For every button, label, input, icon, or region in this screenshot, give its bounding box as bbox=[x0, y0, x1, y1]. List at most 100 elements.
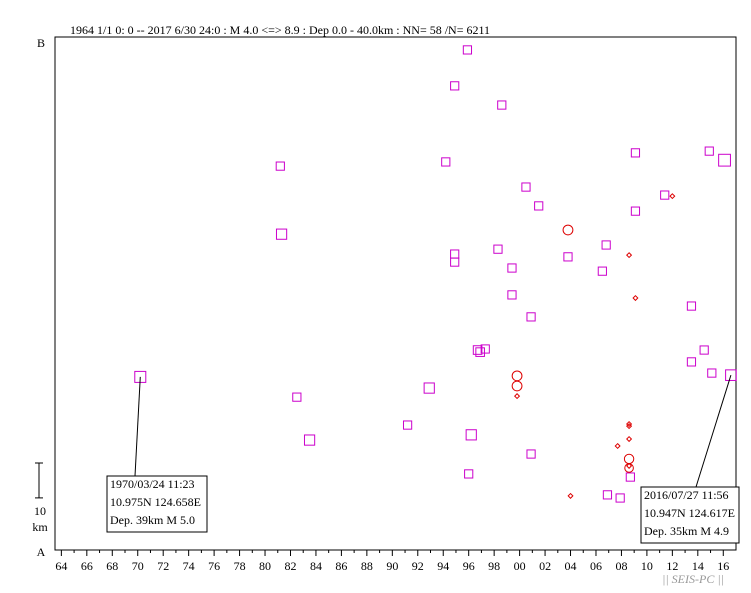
x-tick-label: 00 bbox=[514, 559, 526, 573]
x-tick-label: 90 bbox=[386, 559, 398, 573]
annotation-text: Dep. 39km M 5.0 bbox=[110, 513, 195, 527]
point bbox=[626, 420, 633, 428]
plot-frame bbox=[54, 36, 737, 551]
point bbox=[511, 370, 523, 382]
point bbox=[507, 290, 517, 300]
x-tick-label: 74 bbox=[183, 559, 195, 573]
point bbox=[526, 312, 536, 322]
x-tick-label: 80 bbox=[259, 559, 271, 573]
point bbox=[275, 228, 288, 240]
point bbox=[725, 369, 737, 381]
x-tick-label: 98 bbox=[488, 559, 500, 573]
x-tick-label: 78 bbox=[234, 559, 246, 573]
scale-bar-value: 10 bbox=[34, 504, 46, 518]
point bbox=[614, 442, 621, 450]
x-tick-label: 66 bbox=[81, 559, 93, 573]
point bbox=[630, 206, 641, 216]
x-tick-label: 64 bbox=[55, 559, 67, 573]
x-tick-label: 16 bbox=[717, 559, 729, 573]
point bbox=[707, 368, 717, 378]
annotation-text: Dep. 35km M 4.9 bbox=[644, 524, 729, 538]
point bbox=[521, 182, 531, 192]
point bbox=[450, 249, 460, 259]
point bbox=[626, 423, 633, 430]
point bbox=[563, 252, 573, 262]
point bbox=[480, 344, 490, 354]
chart-title: 1964 1/1 0: 0 -- 2017 6/30 24:0 : M 4.0 … bbox=[70, 23, 490, 37]
scale-bar-unit: km bbox=[32, 520, 48, 534]
point bbox=[615, 493, 625, 503]
point bbox=[562, 224, 574, 236]
point bbox=[441, 157, 451, 167]
x-tick-label: 92 bbox=[412, 559, 424, 573]
annotation-box bbox=[106, 475, 208, 533]
point bbox=[464, 469, 474, 479]
x-tick-label: 70 bbox=[132, 559, 144, 573]
point bbox=[718, 153, 731, 167]
x-tick-label: 08 bbox=[615, 559, 627, 573]
x-tick-label: 86 bbox=[335, 559, 347, 573]
point bbox=[626, 252, 633, 259]
annotation-text: 2016/07/27 11:56 bbox=[644, 488, 729, 502]
annotation-box bbox=[640, 486, 740, 544]
point bbox=[292, 392, 302, 402]
point bbox=[686, 301, 697, 311]
point bbox=[450, 257, 460, 267]
point bbox=[507, 263, 517, 273]
point bbox=[493, 244, 503, 254]
x-tick-label: 94 bbox=[437, 559, 449, 573]
x-tick-label: 02 bbox=[539, 559, 551, 573]
point bbox=[423, 382, 435, 394]
x-tick-label: 06 bbox=[590, 559, 602, 573]
point bbox=[626, 435, 633, 443]
watermark: || SEIS-PC || bbox=[662, 572, 724, 586]
point bbox=[462, 45, 473, 55]
x-tick-label: 72 bbox=[157, 559, 169, 573]
point bbox=[601, 240, 611, 250]
x-tick-label: 76 bbox=[208, 559, 220, 573]
point bbox=[465, 429, 477, 441]
point bbox=[623, 453, 635, 465]
point bbox=[624, 463, 634, 473]
point bbox=[669, 193, 676, 200]
point bbox=[534, 201, 544, 211]
point bbox=[597, 266, 607, 276]
point bbox=[511, 380, 523, 392]
annotation-text: 1970/03/24 11:23 bbox=[110, 477, 195, 491]
annotation-text: 10.947N 124.617E bbox=[644, 506, 735, 520]
x-tick-label: 04 bbox=[565, 559, 577, 573]
point bbox=[686, 357, 697, 367]
end-label-bottom: A bbox=[37, 545, 46, 559]
point bbox=[475, 347, 485, 357]
annotation-leader bbox=[695, 375, 732, 488]
x-tick-label: 14 bbox=[692, 559, 704, 573]
point bbox=[472, 345, 483, 355]
x-tick-label: 12 bbox=[666, 559, 678, 573]
point bbox=[450, 81, 460, 91]
point bbox=[497, 100, 507, 110]
point bbox=[632, 294, 639, 302]
point bbox=[626, 462, 633, 469]
annotation-leader bbox=[134, 376, 141, 477]
annotation-text: 10.975N 124.658E bbox=[110, 495, 201, 509]
end-label-top: B bbox=[37, 36, 45, 50]
point bbox=[275, 161, 285, 171]
x-tick-label: 96 bbox=[463, 559, 475, 573]
point bbox=[567, 492, 574, 499]
point bbox=[704, 146, 714, 156]
x-tick-label: 10 bbox=[641, 559, 653, 573]
point bbox=[514, 393, 521, 400]
x-tick-label: 82 bbox=[284, 559, 296, 573]
x-tick-label: 88 bbox=[361, 559, 373, 573]
point bbox=[303, 434, 316, 446]
point bbox=[625, 472, 635, 482]
point bbox=[660, 190, 670, 200]
point bbox=[630, 148, 641, 158]
point bbox=[699, 345, 709, 355]
x-tick-label: 68 bbox=[106, 559, 118, 573]
point bbox=[402, 420, 413, 430]
point bbox=[602, 490, 613, 500]
point bbox=[526, 449, 536, 459]
x-tick-label: 84 bbox=[310, 559, 322, 573]
